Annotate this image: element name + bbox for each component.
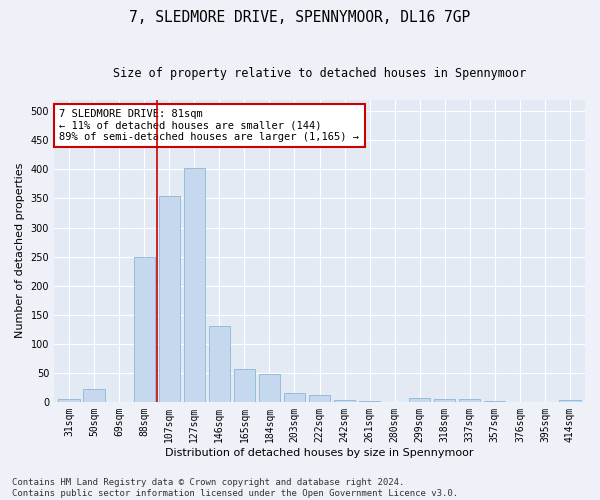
Bar bbox=[559, 400, 581, 402]
Text: Contains HM Land Registry data © Crown copyright and database right 2024.
Contai: Contains HM Land Registry data © Crown c… bbox=[12, 478, 458, 498]
Bar bbox=[259, 374, 280, 402]
X-axis label: Distribution of detached houses by size in Spennymoor: Distribution of detached houses by size … bbox=[165, 448, 474, 458]
Bar bbox=[58, 399, 80, 402]
Bar bbox=[184, 168, 205, 402]
Text: 7 SLEDMORE DRIVE: 81sqm
← 11% of detached houses are smaller (144)
89% of semi-d: 7 SLEDMORE DRIVE: 81sqm ← 11% of detache… bbox=[59, 109, 359, 142]
Y-axis label: Number of detached properties: Number of detached properties bbox=[15, 163, 25, 338]
Bar bbox=[234, 368, 255, 402]
Text: 7, SLEDMORE DRIVE, SPENNYMOOR, DL16 7GP: 7, SLEDMORE DRIVE, SPENNYMOOR, DL16 7GP bbox=[130, 10, 470, 25]
Bar bbox=[158, 196, 180, 402]
Bar bbox=[284, 393, 305, 402]
Bar bbox=[134, 256, 155, 402]
Title: Size of property relative to detached houses in Spennymoor: Size of property relative to detached ho… bbox=[113, 68, 526, 80]
Bar bbox=[334, 400, 355, 402]
Bar bbox=[434, 399, 455, 402]
Bar bbox=[209, 326, 230, 402]
Bar bbox=[309, 395, 330, 402]
Bar bbox=[83, 389, 105, 402]
Bar bbox=[459, 399, 481, 402]
Bar bbox=[409, 398, 430, 402]
